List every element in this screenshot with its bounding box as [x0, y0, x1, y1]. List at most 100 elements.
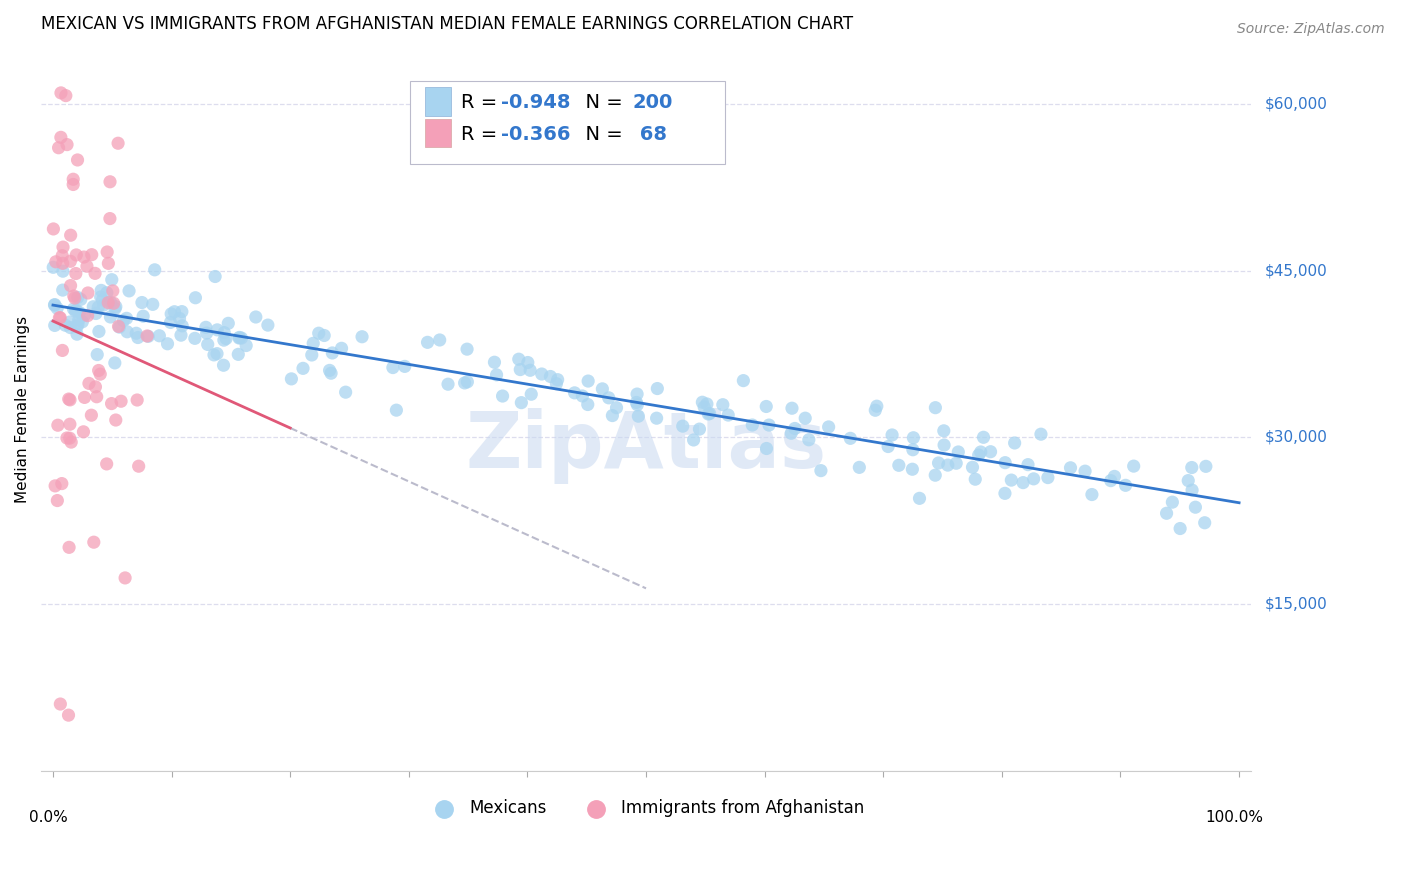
- Point: [217, 316, 239, 330]
- Point: [598, 391, 620, 405]
- Point: [839, 431, 862, 445]
- Point: [42, 260, 65, 275]
- Point: [810, 464, 832, 478]
- Point: [453, 376, 475, 390]
- Point: [103, 296, 125, 310]
- Point: [101, 284, 124, 298]
- Point: [93, 298, 115, 312]
- Point: [924, 468, 946, 483]
- Point: [72, 315, 94, 329]
- Point: [125, 326, 148, 341]
- Point: [67, 313, 90, 327]
- Point: [59, 431, 82, 445]
- Point: [104, 301, 127, 316]
- Point: [53, 318, 76, 333]
- Point: [437, 377, 460, 392]
- Point: [516, 355, 538, 369]
- Text: ZipAtlas: ZipAtlas: [465, 408, 827, 483]
- Point: [880, 428, 903, 442]
- Point: [381, 360, 404, 375]
- Point: [73, 250, 96, 264]
- Point: [142, 297, 165, 311]
- Point: [758, 418, 780, 433]
- Point: [100, 310, 122, 324]
- FancyBboxPatch shape: [425, 119, 451, 147]
- Point: [48, 141, 70, 155]
- Point: [865, 403, 887, 417]
- Point: [546, 376, 568, 391]
- Point: [1181, 483, 1204, 497]
- Point: [44, 318, 66, 333]
- Point: [65, 267, 87, 281]
- Point: [226, 347, 249, 361]
- Point: [72, 425, 94, 439]
- Point: [59, 315, 82, 329]
- Point: [62, 301, 84, 316]
- Text: -0.366: -0.366: [501, 125, 571, 144]
- Point: [330, 341, 353, 355]
- Point: [692, 395, 714, 409]
- Point: [66, 291, 89, 305]
- Point: [1184, 500, 1206, 515]
- Point: [136, 329, 159, 343]
- Point: [156, 336, 179, 351]
- Point: [980, 444, 1002, 458]
- Point: [1029, 427, 1052, 442]
- Text: R =: R =: [461, 93, 503, 112]
- Point: [510, 395, 533, 409]
- Point: [509, 362, 531, 376]
- Point: [308, 326, 330, 341]
- Point: [741, 417, 763, 432]
- Point: [60, 435, 83, 450]
- Point: [257, 318, 280, 332]
- Point: [697, 407, 720, 421]
- Point: [59, 228, 82, 243]
- Point: [1036, 470, 1059, 484]
- Point: [1122, 459, 1144, 474]
- Point: [51, 343, 73, 358]
- Point: [901, 442, 924, 457]
- Point: [228, 331, 250, 345]
- Point: [733, 374, 755, 388]
- Point: [314, 328, 336, 343]
- Point: [212, 358, 235, 372]
- Point: [1156, 506, 1178, 520]
- Point: [65, 304, 87, 318]
- Point: [1099, 474, 1122, 488]
- Point: [87, 325, 110, 339]
- Point: [576, 374, 599, 388]
- Point: [780, 426, 803, 441]
- Point: [87, 301, 110, 315]
- Point: [520, 387, 543, 401]
- Point: [118, 284, 141, 298]
- Point: [58, 708, 80, 723]
- Point: [1177, 474, 1199, 488]
- Point: [848, 460, 870, 475]
- Point: [688, 422, 710, 436]
- Point: [932, 424, 955, 438]
- Point: [115, 325, 138, 339]
- Point: [301, 348, 323, 362]
- Point: [76, 309, 98, 323]
- Point: [394, 359, 416, 374]
- Point: [967, 448, 990, 462]
- Point: [96, 457, 118, 471]
- Point: [104, 300, 127, 314]
- Point: [91, 293, 114, 307]
- Point: [212, 333, 235, 347]
- Point: [170, 304, 193, 318]
- Point: [903, 431, 925, 445]
- Point: [194, 320, 217, 334]
- Point: [87, 363, 110, 377]
- Legend: Mexicans, Immigrants from Afghanistan: Mexicans, Immigrants from Afghanistan: [420, 792, 872, 824]
- Point: [80, 248, 103, 262]
- Point: [932, 438, 955, 452]
- Point: [52, 264, 75, 278]
- Point: [576, 397, 599, 411]
- Point: [128, 459, 150, 474]
- Point: [49, 697, 72, 711]
- Point: [44, 298, 66, 312]
- Point: [148, 328, 170, 343]
- Point: [66, 317, 89, 331]
- Point: [58, 541, 80, 555]
